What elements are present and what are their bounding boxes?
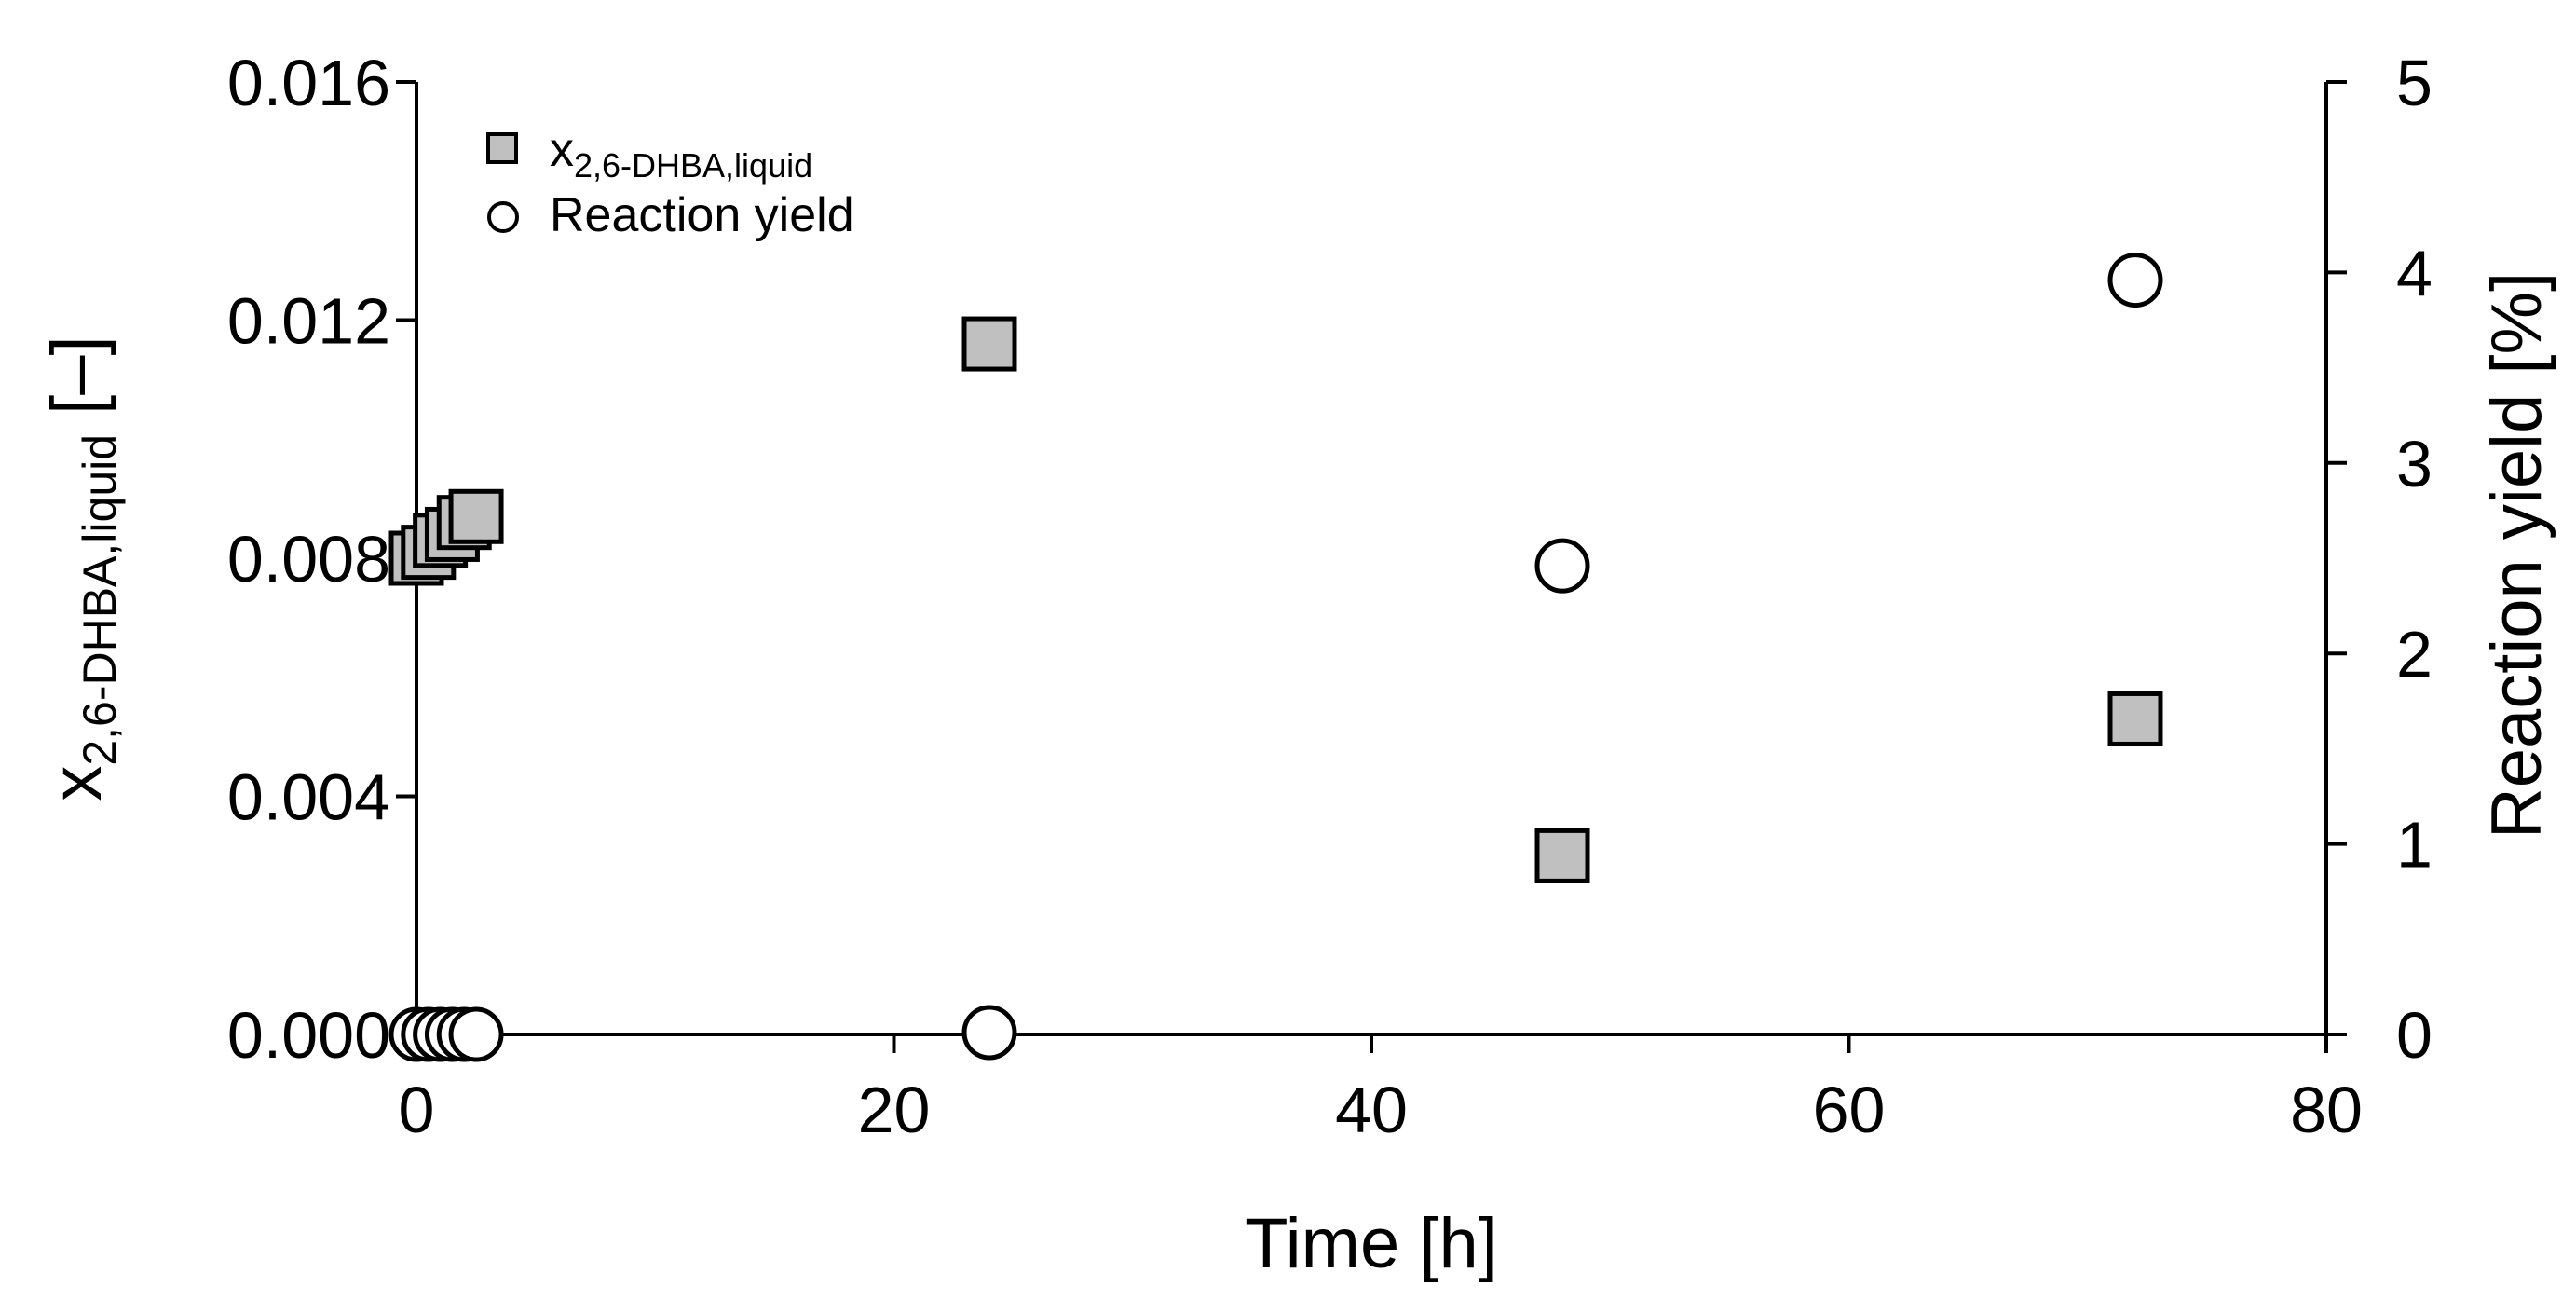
x-tick-label: 80	[2290, 1074, 2363, 1146]
legend-label-x-sub: 2,6-DHBA,liquid	[574, 146, 812, 185]
right-y-tick-label: 1	[2396, 809, 2433, 882]
left-y-tick-label: 0.012	[227, 285, 390, 358]
legend-circle-marker	[487, 201, 519, 233]
circle-point	[448, 1006, 504, 1062]
x-tick-label: 20	[858, 1074, 931, 1146]
left-y-tick-label: 0.000	[227, 999, 390, 1072]
left-y-tick-label: 0.016	[227, 47, 390, 119]
left-y-tick-label: 0.004	[227, 761, 390, 834]
circle-point	[961, 1005, 1017, 1061]
right-y-tick-label: 3	[2396, 428, 2433, 500]
legend-label-x-main: x	[550, 123, 574, 177]
square-point	[1534, 828, 1590, 883]
left-axis-title-main: x	[37, 766, 116, 801]
legend: x2,6-DHBA,liquid Reaction yield	[486, 123, 854, 242]
circle-point	[2107, 253, 2163, 308]
right-y-tick-label: 5	[2396, 47, 2433, 119]
square-point	[448, 488, 504, 544]
legend-label-yield: Reaction yield	[550, 188, 854, 242]
x-tick-label: 0	[399, 1074, 435, 1146]
right-y-tick-label: 2	[2396, 618, 2433, 691]
right-y-tick-label: 0	[2396, 999, 2433, 1072]
x-tick-label: 40	[1335, 1074, 1408, 1146]
left-axis-title: x2,6-DHBA,liquid [–]	[37, 335, 126, 801]
right-axis-title: Reaction yield [%]	[2477, 272, 2556, 839]
left-y-tick-label: 0.008	[227, 523, 390, 595]
square-point	[961, 316, 1017, 372]
x-axis-title: Time [h]	[1245, 1204, 1498, 1283]
square-point	[2107, 691, 2163, 746]
legend-label-x: x2,6-DHBA,liquid	[550, 123, 812, 185]
legend-square-marker	[486, 132, 518, 164]
ticks: 0 20 40 60 80 0.000 0.004 0.008 0.012 0.016 0 1 2 3 4 5	[227, 47, 2433, 1146]
x-tick-label: 60	[1813, 1074, 1886, 1146]
right-y-tick-label: 4	[2396, 237, 2433, 309]
left-axis-title-sub: 2,6-DHBA,liquid	[74, 434, 126, 766]
circle-point	[1534, 538, 1590, 594]
data-marks	[388, 253, 2163, 1062]
left-axis-title-suffix: [–]	[37, 335, 116, 434]
